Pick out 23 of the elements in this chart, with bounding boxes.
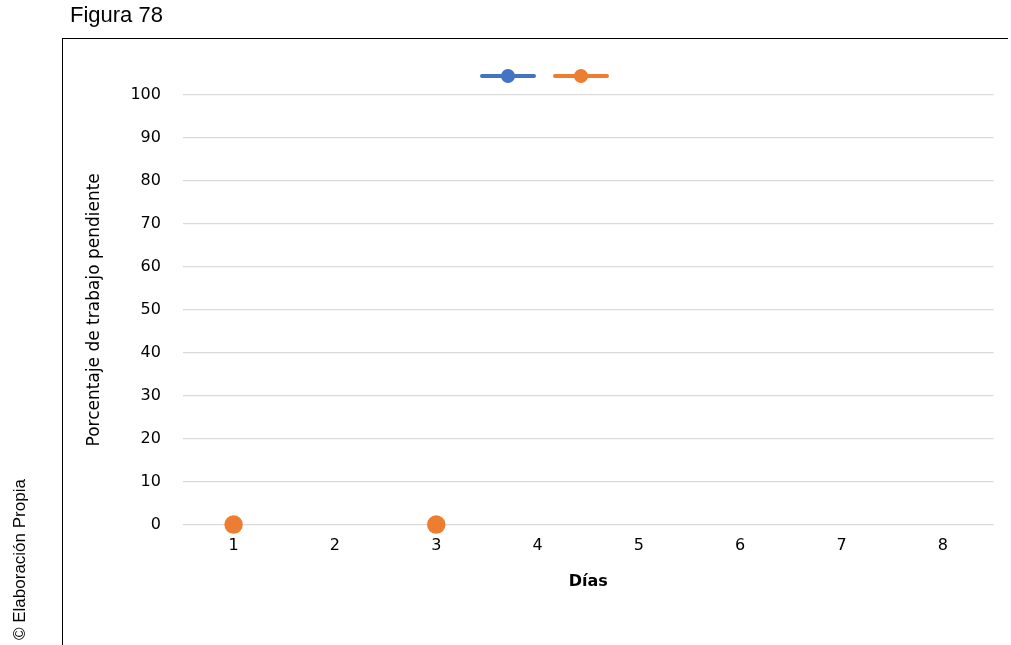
y-tick-label: 0 [150, 513, 161, 533]
y-axis-title: Porcentaje de trabajo pendiente [82, 173, 103, 447]
y-tick-label: 100 [130, 84, 161, 104]
x-tick-label: 5 [633, 535, 644, 555]
x-tick-label: 8 [937, 535, 948, 555]
y-tick-label: 40 [140, 341, 161, 361]
y-tick-label: 80 [140, 170, 161, 190]
x-tick-label: 3 [431, 535, 442, 555]
y-tick-label: 70 [140, 213, 161, 233]
y-tick-label: 10 [140, 470, 161, 490]
y-tick-label: 90 [140, 127, 161, 147]
x-tick-label: 2 [329, 535, 341, 555]
chart-title: Figura 78 [70, 2, 163, 28]
x-tick-label: 4 [532, 535, 543, 555]
y-tick-label: 50 [140, 298, 161, 318]
y-tick-label: 30 [140, 384, 161, 404]
y-tick-label: 60 [140, 256, 161, 275]
y-tick-label: 20 [140, 427, 161, 447]
x-axis-title: Días [568, 570, 608, 590]
x-tick-label: 1 [228, 535, 239, 555]
x-tick-label: 6 [735, 535, 746, 555]
x-tick-label: 7 [836, 535, 847, 555]
text: © Elaboración Propia [9, 479, 30, 640]
